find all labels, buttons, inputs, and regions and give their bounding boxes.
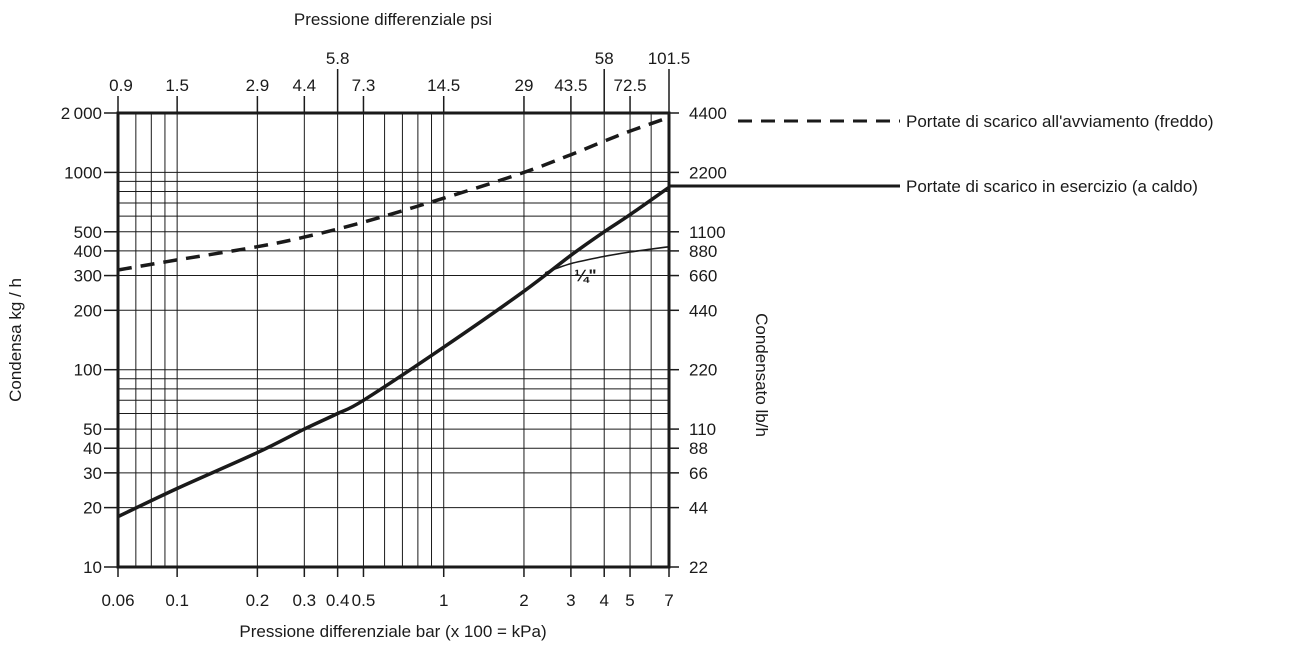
grid-layer (117, 112, 670, 568)
x-tick-label: 0.06 (101, 591, 134, 610)
y-tick-label: 1000 (64, 163, 102, 182)
y2-axis-label: Condensato lb/h (752, 313, 771, 437)
tick-layer (104, 69, 679, 577)
right-tick-label: 880 (689, 242, 717, 261)
series-line-1 (117, 185, 671, 519)
right-tick-label: 660 (689, 267, 717, 286)
x-tick-label: 0.4 (326, 591, 350, 610)
legend-label-hot: Portate di scarico in esercizio (a caldo… (906, 177, 1198, 196)
y-tick-label: 100 (74, 361, 102, 380)
right-tick-label: 2200 (689, 163, 727, 182)
y-tick-label: 30 (83, 464, 102, 483)
y-tick-label: 20 (83, 499, 102, 518)
top-tick-label: 4.4 (293, 76, 317, 95)
y-tick-label: 200 (74, 301, 102, 320)
y-tick-label: 500 (74, 223, 102, 242)
right-tick-label: 220 (689, 361, 717, 380)
top-tick-label: 2.9 (246, 76, 270, 95)
top-tick-label: 14.5 (427, 76, 460, 95)
x-tick-label: 0.2 (246, 591, 270, 610)
chart-title: Pressione differenziale psi (294, 10, 492, 29)
right-tick-label: 44 (689, 499, 708, 518)
x-axis-label: Pressione differenziale bar (x 100 = kPa… (239, 622, 546, 641)
y-tick-label: 50 (83, 420, 102, 439)
series-line-2 (544, 245, 670, 274)
x-tick-label: 0.1 (165, 591, 189, 610)
y-tick-label: 10 (83, 558, 102, 577)
top-tick-label: 58 (595, 49, 614, 68)
right-tick-label: 440 (689, 301, 717, 320)
right-tick-label: 66 (689, 464, 708, 483)
top-tick-label: 43.5 (554, 76, 587, 95)
series-layer (117, 115, 900, 519)
x-tick-label: 7 (664, 591, 673, 610)
annotation-quarter-inch: ¼" (574, 266, 596, 285)
plot-frame (116, 111, 671, 569)
right-tick-label: 4400 (689, 104, 727, 123)
y-tick-label: 2 000 (61, 104, 102, 123)
x-tick-label: 1 (439, 591, 448, 610)
legend-label-cold: Portate di scarico all'avviamento (fredd… (906, 112, 1214, 131)
top-tick-label: 1.5 (165, 76, 189, 95)
x-tick-label: 3 (566, 591, 575, 610)
y-tick-label: 40 (83, 439, 102, 458)
x-tick-label: 5 (625, 591, 634, 610)
top-tick-label: 5.8 (326, 49, 350, 68)
x-tick-label: 2 (519, 591, 528, 610)
top-tick-label: 101.5 (648, 49, 691, 68)
top-tick-label: 0.9 (109, 76, 133, 95)
x-tick-label: 4 (599, 591, 608, 610)
top-tick-label: 7.3 (352, 76, 376, 95)
right-tick-label: 88 (689, 439, 708, 458)
x-tick-label: 0.5 (352, 591, 376, 610)
top-tick-label: 72.5 (613, 76, 646, 95)
right-tick-label: 22 (689, 558, 708, 577)
y-axis-label: Condensa kg / h (6, 278, 25, 402)
top-tick-label: 29 (515, 76, 534, 95)
x-tick-label: 0.3 (293, 591, 317, 610)
right-tick-label: 1100 (689, 223, 726, 242)
series-line-0 (117, 115, 670, 272)
y-tick-label: 300 (74, 267, 102, 286)
y-tick-label: 400 (74, 242, 102, 261)
right-tick-label: 110 (689, 420, 716, 439)
